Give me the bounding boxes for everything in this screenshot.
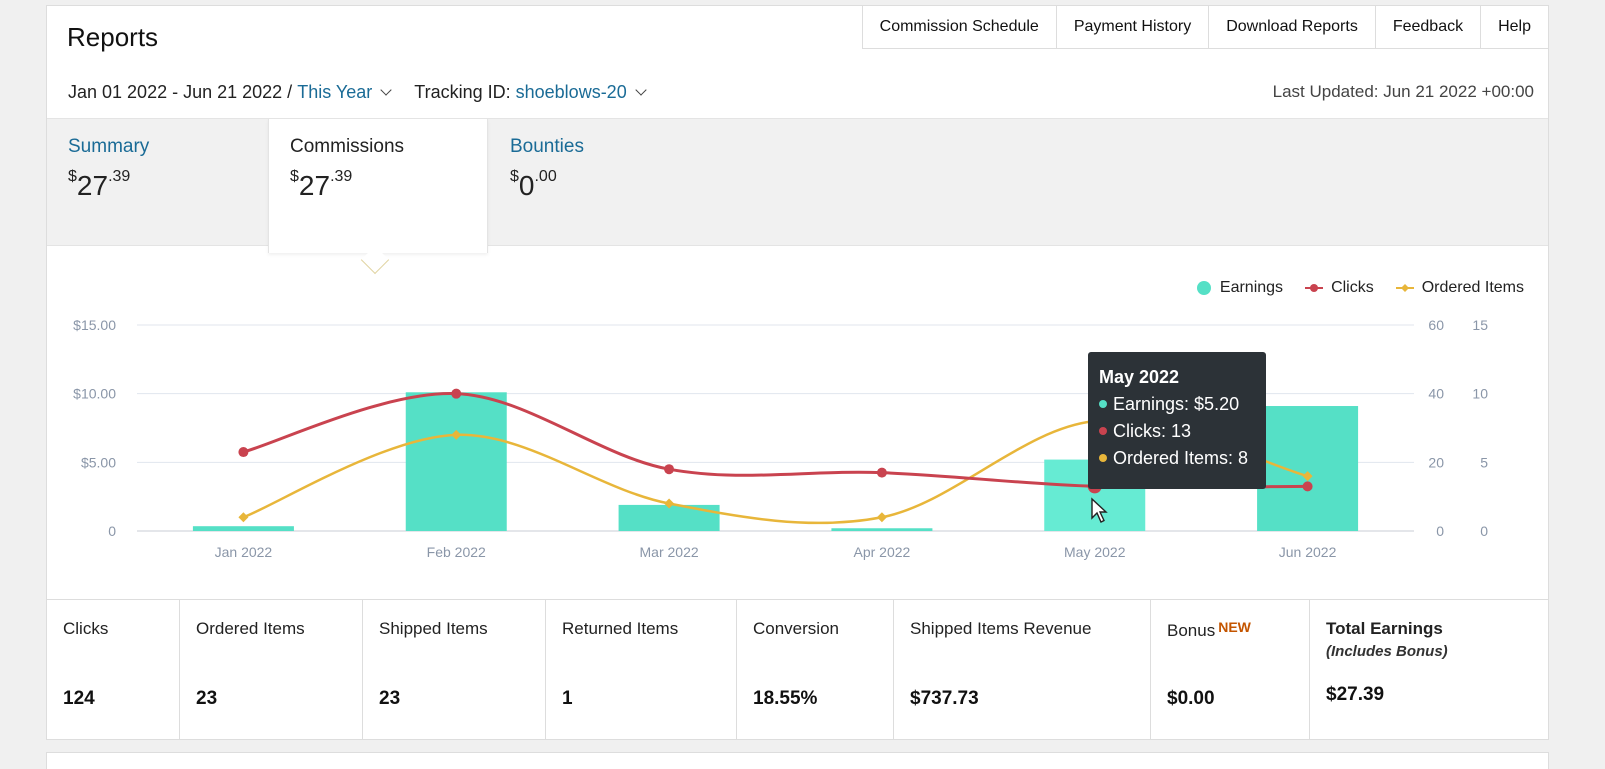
x-tick-label: Apr 2022 [854, 544, 911, 560]
y-right1-tick: 40 [1428, 386, 1444, 402]
date-range-text: Jan 01 2022 - Jun 21 2022 / [68, 82, 293, 102]
x-tick-label: Jan 2022 [215, 544, 273, 560]
clicks-point [664, 464, 675, 475]
y-left-tick: $15.00 [73, 317, 116, 333]
filter-bar: Jan 01 2022 - Jun 21 2022 / This Year Tr… [68, 82, 669, 103]
help-link[interactable]: Help [1480, 6, 1548, 49]
tracking-id-dropdown[interactable]: shoeblows-20 [515, 82, 627, 102]
legend-ordered-items[interactable]: Ordered Items [1395, 279, 1524, 297]
tooltip-clicks: Clicks: 13 [1099, 418, 1255, 445]
tab-label: Bounties [510, 136, 584, 157]
stat-shipped-items: Shipped Items 23 [363, 600, 546, 740]
report-tabs: Summary $27.39 Commissions $27.39 Bounti… [47, 118, 1548, 253]
earnings-chart: 0 0 0 $5.00 20 5 $10.00 40 10 $15.00 60 15 Jan 2022 F… [73, 317, 1488, 560]
y-right1-tick: 60 [1428, 317, 1444, 333]
chevron-down-icon[interactable] [635, 83, 647, 96]
legend-clicks[interactable]: Clicks [1305, 279, 1374, 297]
x-tick-label: Mar 2022 [640, 544, 699, 560]
ordered-items-point [664, 498, 675, 509]
clicks-point [451, 388, 462, 399]
tab-commissions[interactable]: Commissions $27.39 [268, 119, 488, 253]
x-tick-label: Feb 2022 [427, 544, 486, 560]
y-left-tick: $10.00 [73, 386, 116, 402]
y-right1-tick: 0 [1436, 523, 1444, 539]
y-left-tick: $5.00 [81, 454, 116, 470]
tab-amount: $27.39 [68, 168, 131, 201]
download-reports-link[interactable]: Download Reports [1208, 6, 1375, 49]
ordered-line-icon [1395, 284, 1414, 292]
period-dropdown[interactable]: This Year [297, 82, 373, 102]
ordered-items-point [876, 512, 887, 523]
earnings-bar [618, 504, 720, 531]
stat-bonus: Bonus NEW $0.00 [1151, 600, 1310, 740]
feedback-link[interactable]: Feedback [1374, 6, 1481, 49]
tooltip-ordered: Ordered Items: 8 [1099, 445, 1255, 472]
ordered-items-point [238, 512, 249, 523]
stats-row: Clicks 124 Ordered Items 23 Shipped Item… [47, 599, 1548, 740]
earnings-bar [831, 528, 933, 531]
tooltip-earnings: Earnings: $5.20 [1099, 391, 1255, 418]
tab-label: Summary [68, 136, 150, 157]
last-updated: Last Updated: Jun 21 2022 +00:00 [1272, 82, 1534, 101]
clicks-line-icon [1305, 284, 1324, 292]
clicks-point [238, 447, 249, 458]
earnings-bar [1257, 406, 1359, 531]
tracking-label: Tracking ID: [414, 82, 511, 102]
ordered-items-point [451, 429, 462, 440]
stat-clicks: Clicks 124 [47, 600, 180, 740]
tab-bounties[interactable]: Bounties $0.00 [489, 119, 709, 247]
earnings-bar [405, 392, 507, 531]
tooltip-title: May 2022 [1099, 367, 1180, 387]
legend-earnings[interactable]: Earnings [1196, 279, 1283, 297]
tab-amount: $0.00 [510, 168, 557, 201]
y-right2-tick: 0 [1480, 523, 1488, 539]
stat-ordered-items: Ordered Items 23 [180, 600, 363, 740]
x-tick-label: May 2022 [1064, 544, 1126, 560]
chevron-down-icon[interactable] [380, 83, 392, 96]
bottom-panel [46, 752, 1549, 769]
commission-schedule-link[interactable]: Commission Schedule [861, 6, 1056, 49]
stat-total-earnings: Total Earnings (Includes Bonus) $27.39 [1326, 619, 1448, 705]
stat-returned-items: Returned Items 1 [546, 600, 737, 740]
top-links: Commission Schedule Payment History Down… [861, 6, 1548, 49]
x-tick-label: Jun 2022 [1279, 544, 1337, 560]
tab-amount: $27.39 [290, 168, 353, 201]
y-right2-tick: 15 [1472, 317, 1488, 333]
new-badge: NEW [1218, 619, 1251, 635]
chart-legend: Earnings Clicks Ordered Items [1196, 279, 1524, 297]
y-right2-tick: 10 [1472, 386, 1488, 402]
reports-panel: Reports Commission Schedule Payment Hist… [46, 5, 1549, 740]
earnings-bar [192, 526, 294, 531]
chart-tooltip: May 2022 Earnings: $5.20 Clicks: 13 Orde… [1088, 352, 1266, 489]
clicks-point [876, 467, 887, 478]
payment-history-link[interactable]: Payment History [1055, 6, 1209, 49]
tab-summary[interactable]: Summary $27.39 [47, 119, 269, 247]
stat-shipped-revenue: Shipped Items Revenue $737.73 [894, 600, 1151, 740]
earnings-dot-icon [1196, 281, 1211, 295]
y-right2-tick: 5 [1480, 454, 1488, 470]
clicks-point [1302, 481, 1313, 492]
mouse-cursor-icon [1091, 497, 1108, 523]
y-right1-tick: 20 [1428, 454, 1444, 470]
ordered-items-point [1302, 471, 1313, 482]
stat-conversion: Conversion 18.55% [737, 600, 894, 740]
y-left-tick: 0 [108, 523, 116, 539]
page-title: Reports [67, 22, 159, 52]
tab-label: Commissions [290, 136, 405, 157]
